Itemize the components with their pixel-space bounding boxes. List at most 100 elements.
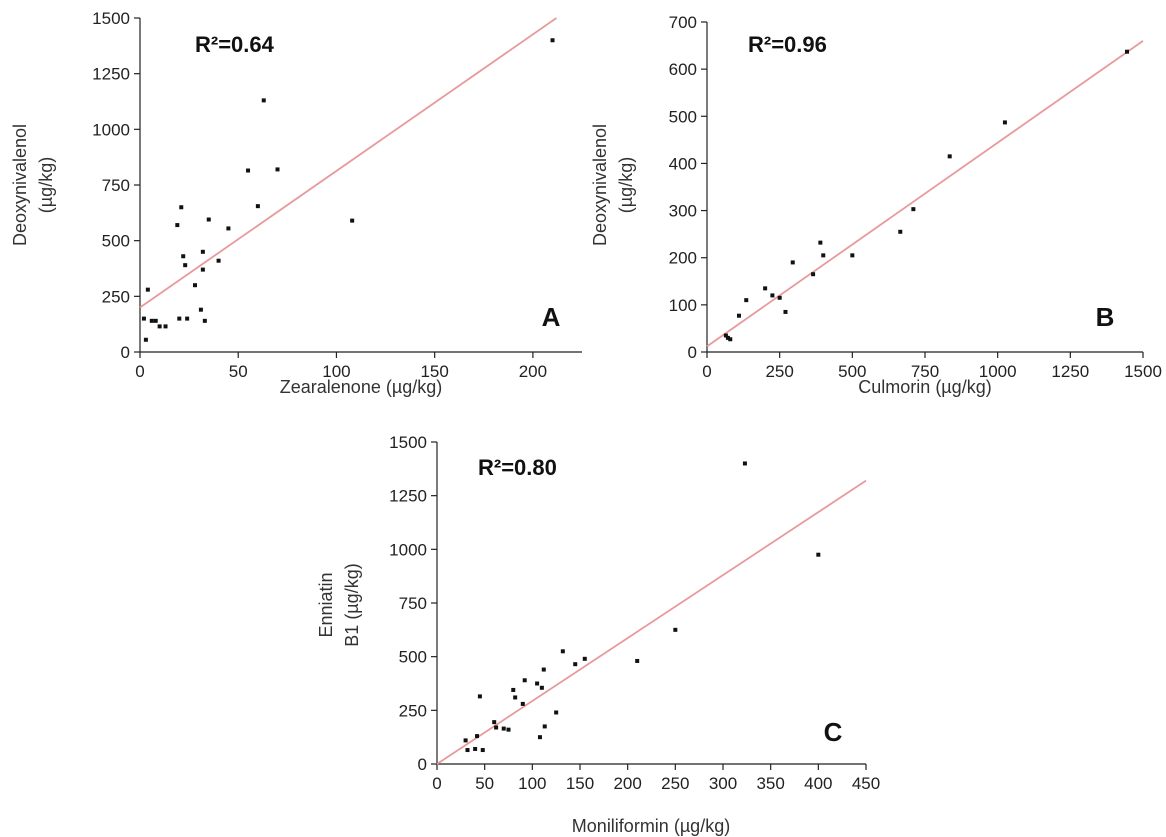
panel-a-data-point [202,318,207,323]
panel-c-letter: C [824,717,843,747]
panel-b-data-point [811,272,816,277]
panel-b-data-point [790,260,795,265]
panel-a-data-point [246,168,251,173]
panel-b-y-axis-label-line2: (µg/kg) [616,157,636,213]
panel-c-x-tick-label: 400 [804,774,832,793]
panel-b-x-tick-label: 1000 [979,362,1017,381]
panel-c-data-point [480,748,485,753]
panel-b-data-point [777,295,782,300]
panel-c-data-point [475,734,480,739]
panel-a-data-point [177,316,182,321]
panel-c-data-point [573,662,578,667]
panel-b-y-tick-label: 400 [669,154,697,173]
panel-a-data-point [193,283,198,288]
panel-c-x-axis-label: Moniliformin (µg/kg) [572,816,730,836]
panel-c-data-point [560,649,565,654]
panel-c-data-point [582,656,587,661]
panel-a-data-point [183,263,188,268]
panel-b-y-tick-label: 200 [669,249,697,268]
panel-c-y-tick-label: 0 [418,755,427,774]
panel-b-data-point [763,286,768,291]
panel-a-data-point [216,258,221,263]
panel-c-regression-line [436,479,867,765]
panel-c-data-point [506,727,511,732]
panel-c-data-point [520,701,525,706]
panel-c-data-point [463,738,468,743]
panel-b-r2: R²=0.96 [748,32,827,57]
panel-a-y-tick-label: 750 [102,176,130,195]
panel-c-x-tick-label: 450 [852,774,880,793]
panel-a-axes [139,18,582,353]
panel-c-data-point [501,726,506,731]
panel-c-x-tick-label: 100 [518,774,546,793]
panel-c-x-tick-label: 350 [756,774,784,793]
panel-b-data-point [947,154,952,159]
panel-a-data-point [226,226,231,231]
panel-b-x-tick-label: 750 [911,362,939,381]
panel-c-data-point [535,681,540,686]
panel-a-data-point [198,307,203,312]
panel-b-data-point [770,293,775,298]
panel-b-y-tick-label: 700 [669,13,697,32]
panel-c-data-point [816,552,821,557]
panel-b-data-point [1125,49,1130,54]
panel-c-moniliformin-vs-enniatin-b1: R²=0.80 C Moniliformin (µg/kg) Enniatin … [316,433,880,836]
panel-a-data-point [141,316,146,321]
panel-c-y-tick-label: 500 [399,648,427,667]
panel-a-data-point [143,337,148,342]
panel-c-y-tick-label: 1000 [389,540,427,559]
panel-b-letter: B [1096,302,1115,332]
panel-a-data-point [185,316,190,321]
panel-c-y-tick-label: 1250 [389,487,427,506]
panel-c-x-tick-label: 300 [709,774,737,793]
panel-c-y-tick-label: 250 [399,701,427,720]
panel-a-data-point [181,254,186,259]
panel-a-data-point [350,218,355,223]
panel-a-data-point [175,223,180,228]
panel-a-x-axis-label: Zearalenone (µg/kg) [280,377,442,397]
panel-a-regression-line [139,17,557,309]
panel-a-data-point [200,267,205,272]
panel-c-data-point [673,627,678,632]
panel-c-data-point [541,667,546,672]
panel-b-data-point [1002,120,1007,125]
panel-c-data-point [492,720,497,725]
panel-c-x-tick-label: 0 [432,774,441,793]
panel-a-y-tick-label: 1000 [92,120,130,139]
panel-c-x-tick-label: 200 [613,774,641,793]
panel-a-data-point [275,167,280,172]
panel-c-data-point [522,678,527,683]
panel-a-data-point [153,318,158,323]
panel-b-y-tick-label: 600 [669,60,697,79]
panel-c-x-tick-label: 250 [661,774,689,793]
panel-b-y-tick-label: 0 [688,343,697,362]
panel-c-data-point [539,685,544,690]
panel-c-x-tick-label: 150 [566,774,594,793]
panel-a-x-tick-label: 200 [519,362,547,381]
panel-c-data-point [742,461,747,466]
panel-b-data-point [821,253,826,258]
panel-b-data-point [850,253,855,258]
panel-a-x-tick-label: 0 [135,362,144,381]
panel-a-data-point [206,217,211,222]
panel-c-y-axis-label-line1: Enniatin [316,572,336,637]
panel-c-data-point [511,687,516,692]
panel-a-letter: A [542,302,561,332]
panel-a-zearalenone-vs-deoxynivalenol: R²=0.64 A Zearalenone (µg/kg) Deoxynival… [10,9,582,397]
panel-a-y-axis-label-line2: (µg/kg) [36,157,56,213]
panel-c-data-point [465,748,470,753]
panel-b-y-tick-label: 500 [669,107,697,126]
panel-c-y-tick-label: 750 [399,594,427,613]
panel-c-data-point [554,710,559,715]
panel-a-x-tick-label: 100 [322,362,350,381]
panel-c-x-tick-label: 50 [475,774,494,793]
panel-c-data-point [513,695,518,700]
panel-b-y-axis-label-line1: Deoxynivalenol [590,124,610,246]
panel-b-data-point [736,313,741,318]
panel-b-x-axis-label: Culmorin (µg/kg) [858,377,991,397]
panel-c-y-axis-label-line2: B1 (µg/kg) [342,563,362,646]
panel-b-data-point [783,309,788,314]
panel-b-regression-line [706,40,1144,348]
panel-b-data-point [911,207,916,212]
panel-b-data-point [744,298,749,303]
